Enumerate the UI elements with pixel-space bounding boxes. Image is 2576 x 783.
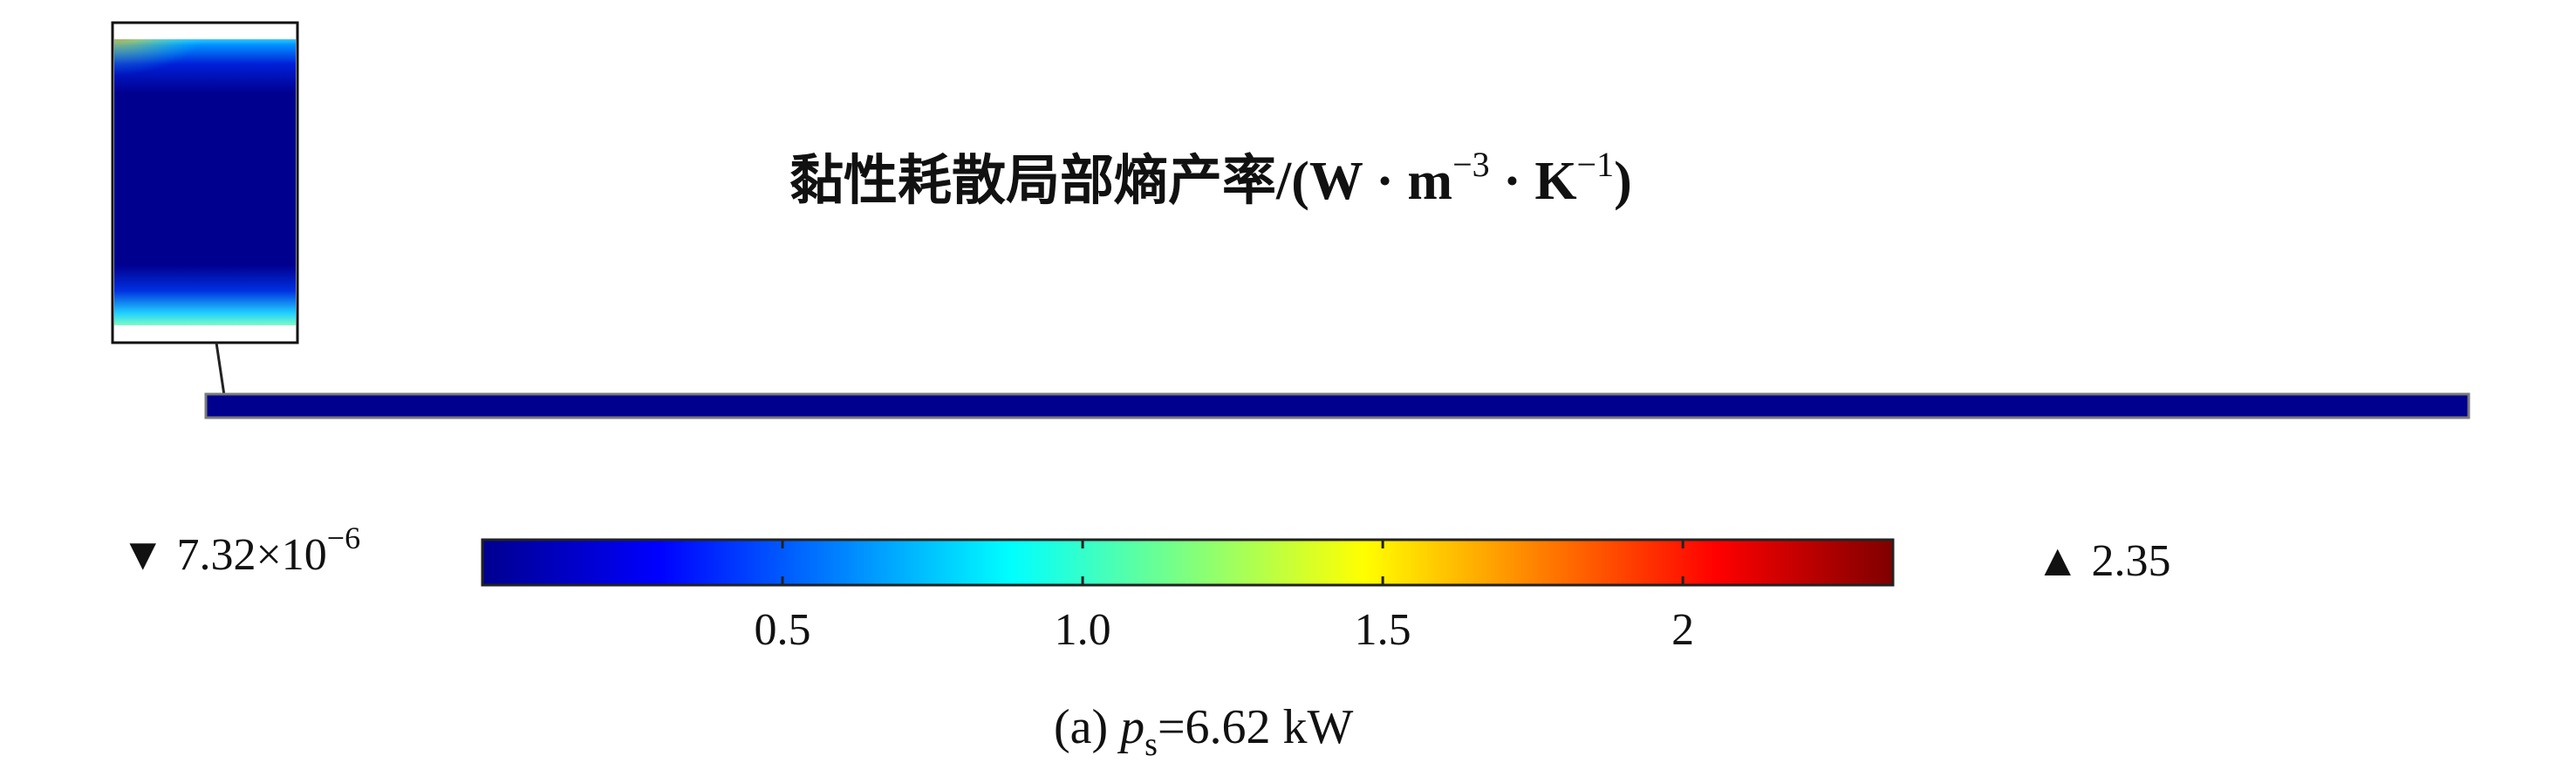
inset-bottom-margin	[114, 325, 296, 342]
channel-domain	[204, 392, 2470, 419]
figure-caption: (a) ps=6.62 kW	[1054, 700, 1354, 763]
colorbar-tick-label: 0.5	[755, 605, 811, 655]
colorbar-tick-label: 2	[1671, 605, 1694, 655]
colorbar-tick-label: 1.5	[1355, 605, 1411, 655]
colorbar-title: 黏性耗散局部熵产率/(W · m−3 · K−1)	[789, 145, 1632, 211]
colorbar-tick-label: 1.0	[1055, 605, 1111, 655]
inset-top-margin	[114, 23, 296, 39]
inset-leader-line	[215, 342, 227, 402]
colorbar-min-label: ▼ 7.32×10−6	[120, 521, 360, 580]
inset-frame	[111, 21, 299, 344]
channel-bar	[204, 392, 2470, 419]
colorbar-fill	[481, 538, 1895, 587]
colorbar: 0.5 1.0 1.5 2	[481, 538, 1895, 655]
colorbar-max-label: ▲ 2.35	[2035, 536, 2170, 586]
colorbar-ticks: 0.5 1.0 1.5 2	[755, 540, 1694, 655]
inset-fill	[114, 23, 296, 342]
inset-zoom	[111, 21, 299, 402]
